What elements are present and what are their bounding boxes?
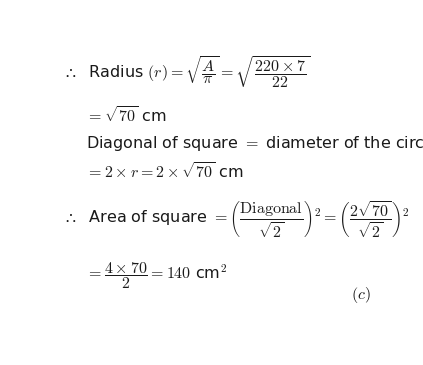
Text: $\therefore$  Area of square $= \left(\dfrac{\mathrm{Diagonal}}{\sqrt{2}}\right): $\therefore$ Area of square $= \left(\df…: [63, 199, 409, 240]
Text: $= \dfrac{4 \times 70}{2} = 140$ cm$^{2}$: $= \dfrac{4 \times 70}{2} = 140$ cm$^{2}…: [85, 260, 227, 291]
Text: $(c)$: $(c)$: [351, 285, 371, 306]
Text: $\therefore$  Radius $(r) = \sqrt{\dfrac{A}{\pi}} = \sqrt{\dfrac{220 \times 7}{2: $\therefore$ Radius $(r) = \sqrt{\dfrac{…: [63, 55, 310, 91]
Text: $= 2 \times r = 2 \times \sqrt{70}$ cm: $= 2 \times r = 2 \times \sqrt{70}$ cm: [85, 162, 243, 182]
Text: Diagonal of square $=$ diameter of the circle: Diagonal of square $=$ diameter of the c…: [85, 134, 423, 153]
Text: $= \sqrt{70}$ cm: $= \sqrt{70}$ cm: [85, 105, 166, 126]
